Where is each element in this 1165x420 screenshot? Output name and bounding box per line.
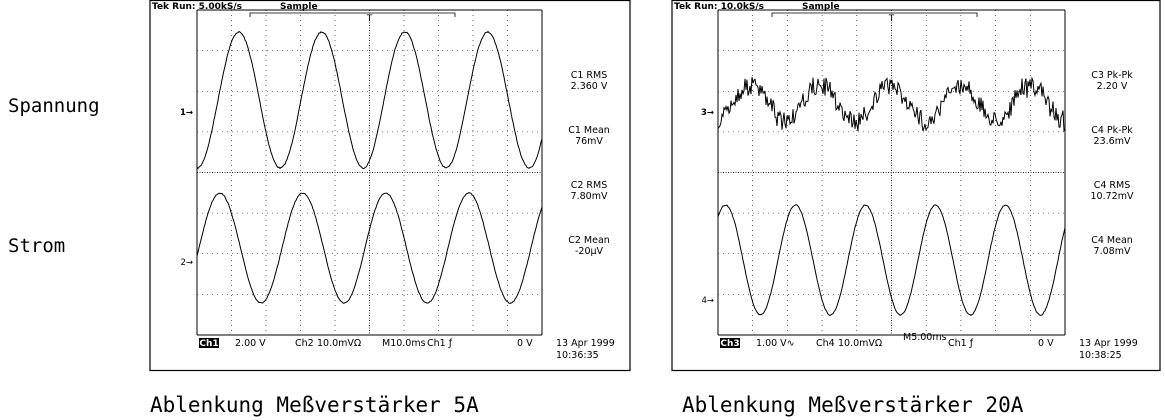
footer-scale-a: 1.00 V∿ [756, 338, 795, 349]
footer-timebase: M5.00ms [903, 332, 947, 343]
footer-scale-b: 10.0mVΩ [317, 338, 361, 349]
footer-timebase: M10.0ms [382, 338, 426, 349]
footer-channel: Ch3 [720, 339, 739, 349]
frame [150, 1, 630, 371]
trigger-bracket [772, 13, 977, 17]
readout-label: C1 Mean [568, 125, 610, 136]
footer-channel: Ch1 [199, 339, 218, 349]
footer-trigger: Ch1 ƒ [948, 338, 974, 349]
readout-value: 2.20 V [1097, 81, 1128, 92]
readout-value: 7.80mV [571, 191, 608, 202]
footer-scale-a: 2.00 V [235, 338, 266, 349]
readout-label: C2 RMS [571, 180, 608, 191]
acquisition-mode: Sample [802, 2, 840, 12]
footer-scale-b: 10.0mVΩ [838, 338, 882, 349]
frame [672, 1, 1160, 371]
trigger-bracket [250, 13, 455, 17]
footer-ch-b: Ch4 [816, 338, 835, 349]
caption: Ablenkung Meßverstärker 20A [682, 393, 1024, 417]
footer-level: 0 V [1038, 338, 1054, 349]
scope-screenshot: Tek Run: 10.0kS/s Sample T 3→ 4→ C3 Pk-Pk2.20… [672, 1, 1160, 418]
readout-label: C3 Pk-Pk [1091, 70, 1133, 81]
readout-label: C4 RMS [1094, 180, 1131, 191]
footer-time: 10:36:35 [556, 350, 599, 361]
readout-value: 10.72mV [1091, 191, 1134, 202]
figure: Spannung Strom Tek Run: 5.00kS/s Sample T 1… [0, 0, 1165, 420]
acquisition-mode: Sample [280, 2, 318, 12]
readout-label: C2 Mean [568, 235, 610, 246]
readout-value: 7.08mV [1094, 246, 1131, 257]
channel-marker: 1→ [180, 108, 193, 118]
readout-value: 76mV [575, 136, 603, 147]
footer-date: 13 Apr 1999 [556, 338, 615, 349]
scope-status: Tek Run: 10.0kS/s [674, 2, 764, 12]
readout-label: C4 Pk-Pk [1091, 125, 1133, 136]
readout-label: C1 RMS [571, 70, 608, 81]
footer-ch-b: Ch2 [295, 338, 314, 349]
row-label: Strom [8, 235, 65, 257]
footer-date: 13 Apr 1999 [1079, 338, 1138, 349]
footer-time: 10:38:25 [1079, 350, 1122, 361]
row-label: Spannung [8, 95, 100, 117]
channel-marker: 3→ [701, 108, 714, 118]
channel-marker: 2→ [180, 258, 193, 268]
caption: Ablenkung Meßverstärker 5A [150, 393, 479, 417]
readout-value: 23.6mV [1094, 136, 1131, 147]
readout-label: C4 Mean [1091, 235, 1133, 246]
channel-marker: 4→ [701, 296, 714, 306]
scope-status: Tek Run: 5.00kS/s [152, 2, 242, 12]
footer-trigger: Ch1 ƒ [427, 338, 453, 349]
readout-value: -20µV [575, 246, 604, 257]
footer-level: 0 V [517, 338, 533, 349]
trigger-marker: T [888, 14, 895, 24]
scope-screenshot: Tek Run: 5.00kS/s Sample T 1→ 2→ C1 RMS2.360 … [150, 1, 630, 418]
readout-value: 2.360 V [571, 81, 608, 92]
trigger-marker: T [366, 14, 373, 24]
